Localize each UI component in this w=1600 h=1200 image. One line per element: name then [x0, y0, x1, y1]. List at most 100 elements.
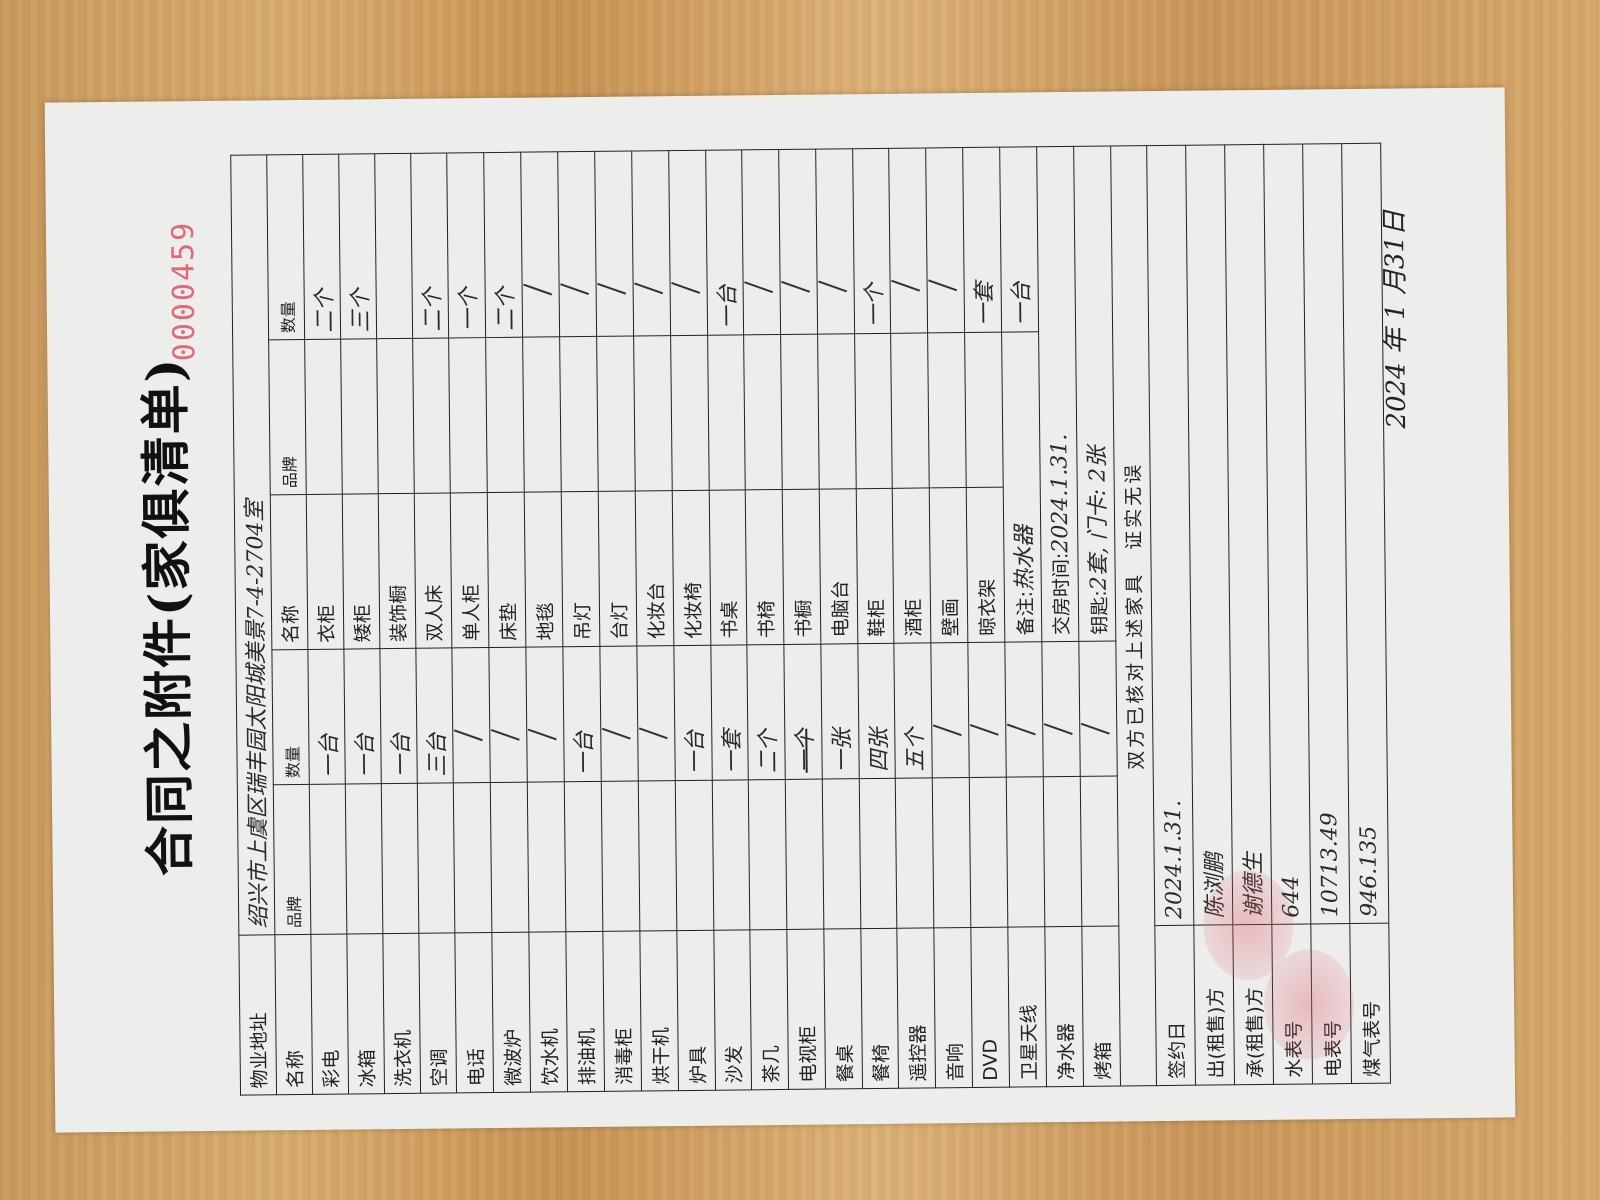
item-name: 彩电	[310, 934, 349, 1095]
item-name: 烘干机	[639, 930, 679, 1091]
item-quantity	[668, 150, 708, 336]
item-name: DVD	[970, 927, 1010, 1088]
slash-mark	[671, 282, 701, 294]
item-quantity: 一台	[343, 648, 382, 785]
header-name: 名称	[270, 494, 308, 650]
item-brand	[490, 782, 529, 933]
item-brand	[1043, 776, 1082, 927]
item-brand	[522, 336, 562, 493]
item-name: 书椅	[745, 489, 784, 645]
item-brand	[854, 333, 893, 489]
remark-cell: 备注:热水器	[1001, 331, 1042, 643]
item-quantity: 一张	[820, 643, 860, 780]
item-brand	[417, 782, 455, 934]
item-brand	[309, 784, 347, 935]
address-label: 物业地址	[238, 934, 277, 1096]
item-quantity	[930, 642, 970, 778]
remark-value: 热水器	[1012, 524, 1038, 592]
item-quantity	[888, 147, 928, 334]
serial-number: 0000459	[165, 220, 203, 362]
item-brand	[895, 777, 934, 929]
signature-label: 煤气表号	[1349, 923, 1391, 1084]
slash-mark	[634, 282, 664, 295]
item-brand	[527, 781, 566, 933]
item-name: 空调	[418, 932, 457, 1094]
item-quantity: 三个	[338, 153, 377, 340]
slash-mark	[744, 281, 774, 294]
item-name: 化妆椅	[672, 490, 711, 646]
handover-label: 交房时间:	[1049, 552, 1073, 636]
item-brand	[743, 334, 783, 490]
keys-cell: 钥匙:2套, 门卡: 2张	[1073, 145, 1116, 642]
furniture-list-form: 合同之附件(家俱清单) 0000459 物业地址 绍兴市上虞区瑞丰园太阳城美景7…	[44, 87, 1516, 1133]
item-brand	[1006, 776, 1045, 928]
item-quantity	[557, 151, 597, 337]
remark-label: 备注:	[1014, 590, 1038, 636]
item-name: 遥控器	[896, 927, 936, 1089]
signature-label: 签约日	[1154, 925, 1196, 1086]
item-name: 饮水机	[528, 931, 568, 1093]
item-quantity: 一台	[379, 648, 418, 784]
item-quantity	[488, 647, 528, 783]
item-quantity	[815, 148, 855, 335]
slash-mark	[601, 727, 631, 740]
item-quantity: 四张	[857, 643, 896, 779]
item-quantity: 一个	[446, 152, 486, 338]
item-name: 卫星天线	[1007, 926, 1047, 1088]
item-name: 化妆台	[635, 490, 674, 647]
item-name: 单人柜	[450, 492, 489, 648]
item-name: 书桌	[709, 489, 747, 646]
slash-mark	[1043, 723, 1073, 736]
item-brand	[780, 334, 820, 490]
slash-mark	[638, 727, 668, 740]
header-qty: 数量	[271, 649, 310, 785]
item-name: 音响	[933, 927, 973, 1088]
item-name: 餐桌	[823, 928, 863, 1090]
item-brand	[596, 336, 636, 492]
item-name: 矮柜	[342, 493, 380, 650]
slash-mark	[523, 283, 553, 296]
item-quantity: 一个	[783, 644, 823, 780]
item-name: 晾衣架	[966, 487, 1005, 643]
item-brand	[601, 780, 640, 932]
item-brand	[785, 779, 824, 930]
item-brand	[675, 780, 714, 931]
slash-mark	[490, 728, 520, 741]
item-name: 电话	[454, 932, 494, 1093]
item-name: 台灯	[598, 491, 637, 647]
item-quantity	[374, 153, 413, 339]
item-brand	[932, 777, 971, 928]
item-quantity	[741, 149, 781, 335]
item-quantity: 一套	[710, 644, 749, 781]
slash-mark	[891, 279, 921, 292]
item-quantity: 二个	[746, 644, 786, 780]
item-name: 沙发	[713, 929, 752, 1091]
item-quantity: 一台	[562, 646, 602, 782]
keys-value: 2套, 门卡: 2张	[1085, 445, 1112, 591]
item-quantity: 一台	[705, 149, 744, 336]
item-quantity: 五个	[893, 642, 933, 779]
item-quantity: 一台	[673, 645, 713, 781]
item-quantity: 二个	[302, 154, 341, 340]
item-brand	[453, 782, 492, 933]
item-brand	[712, 779, 750, 931]
fingerprint-stamp	[1263, 949, 1355, 1060]
item-brand	[969, 777, 1008, 928]
slash-mark	[453, 729, 483, 742]
item-quantity	[778, 149, 818, 335]
item-quantity	[1078, 640, 1118, 777]
handover-value: 2024.1.31.	[1046, 433, 1073, 553]
slash-mark	[597, 282, 627, 295]
item-quantity: 三台	[415, 647, 454, 784]
item-name: 酒柜	[892, 487, 931, 644]
item-brand	[890, 332, 930, 489]
item-name: 净水器	[1044, 926, 1084, 1087]
item-brand	[340, 338, 379, 495]
remark-qty: 一台	[999, 146, 1039, 333]
item-name: 消毒柜	[602, 930, 642, 1092]
sign-date: 2024 年 1 月31日	[1379, 209, 1413, 429]
handover-cell: 交房时间:2024.1.31.	[1036, 146, 1079, 642]
item-quantity: 一台	[307, 649, 346, 785]
item-brand	[559, 336, 599, 492]
item-brand	[485, 337, 525, 493]
